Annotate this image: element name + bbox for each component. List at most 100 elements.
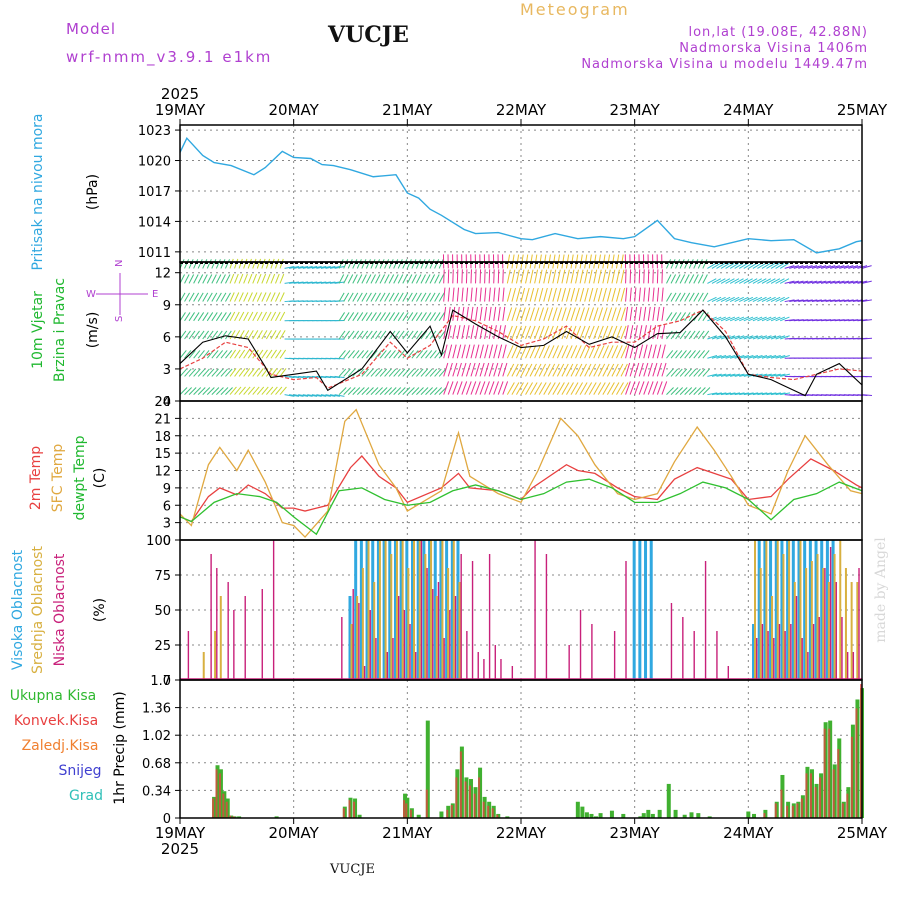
wind-arrow: [616, 382, 624, 395]
wind-arrow: [729, 262, 739, 269]
wind-arrow: [220, 292, 227, 302]
wind-arrow: [707, 373, 718, 377]
wind-arrow: [275, 273, 280, 284]
wind-arrow: [716, 296, 726, 303]
wind-arrow: [443, 287, 446, 302]
wind-arrow: [611, 307, 617, 321]
wind-arrow: [188, 292, 195, 302]
cloud-bar-mid_cloud: [799, 540, 802, 680]
wind-arrow: [493, 287, 496, 302]
precip-bar-conv: [353, 801, 356, 818]
wind-arrow: [679, 368, 688, 377]
compass-e: E: [152, 289, 158, 300]
wind-arrow: [502, 362, 508, 377]
wind-arrow: [775, 296, 785, 303]
wind-arrow: [748, 316, 758, 322]
wind-arrow: [606, 287, 612, 302]
ytick-label-pressure: 1017: [138, 185, 171, 200]
wind-arrow: [661, 306, 665, 321]
wind-arrow: [743, 262, 753, 269]
wind-arrow: [834, 319, 845, 322]
precip-legend-item: Snijeg: [58, 763, 101, 779]
wind-arrow: [520, 269, 525, 284]
wind-arrow: [821, 319, 832, 322]
wind-arrow: [225, 387, 233, 395]
wind-arrow: [352, 274, 358, 284]
wind-arrow: [748, 335, 758, 340]
wind-arrow: [611, 287, 617, 302]
wind-arrow: [588, 325, 595, 340]
wind-arrow: [593, 363, 601, 377]
wind-arrow: [252, 368, 260, 377]
wind-arrow: [770, 354, 781, 359]
cloud-bar-low_cloud: [778, 624, 781, 680]
wind-arrow: [661, 362, 667, 377]
wind-arrow: [752, 335, 763, 340]
wind-arrow: [475, 344, 480, 359]
wind-arrow: [361, 387, 370, 395]
precip-bar-conv: [229, 815, 232, 818]
cloud-bar-low_cloud: [545, 554, 548, 680]
wind-arrow: [270, 311, 277, 322]
cloud-bar-low_cloud: [403, 610, 406, 680]
wind-arrow: [702, 368, 710, 377]
wind-arrow: [534, 325, 541, 340]
precip-ylabel: 1hr Precip (mm): [112, 691, 128, 804]
wind-arrow: [793, 299, 804, 303]
wind-arrow: [352, 350, 360, 359]
wind-arrow: [525, 345, 532, 359]
wind-arrow: [538, 287, 544, 302]
wind-arrow: [511, 382, 520, 395]
wind-arrow: [520, 307, 526, 321]
ytick-label-temperature: 18: [154, 430, 171, 445]
wind-arrow: [316, 281, 327, 284]
precip-bar-total: [575, 801, 580, 818]
wind-arrow: [702, 274, 708, 284]
wind-arrow: [830, 265, 840, 269]
wind-arrow: [730, 373, 741, 377]
wind-arrow: [675, 292, 682, 302]
wind-arrow: [693, 330, 701, 340]
model-elevation-label: Nadmorska Visina u modelu 1449.47m: [581, 57, 868, 72]
temp-unit: (C): [92, 468, 108, 489]
wind-arrow: [602, 287, 607, 302]
wind-arrow: [789, 280, 800, 284]
wind-arrow: [830, 299, 841, 303]
wind-arrow: [366, 330, 373, 340]
wind-arrow: [461, 325, 466, 340]
precip-bar-total: [666, 783, 671, 818]
wind-arrow: [393, 350, 401, 359]
wind-arrow: [379, 368, 388, 377]
wind-arrow: [770, 335, 781, 340]
wind-arrow: [739, 316, 749, 322]
cloud-bar-high_cloud: [371, 540, 375, 680]
wind-arrow: [352, 387, 361, 395]
compass-w: W: [86, 289, 96, 300]
wind-arrow: [547, 287, 553, 302]
wind-arrow: [625, 381, 631, 395]
wind-arrow: [688, 330, 696, 340]
cloud-bar-low_cloud: [693, 631, 695, 680]
wind-arrow: [575, 363, 583, 377]
wind-arrow: [766, 354, 777, 359]
wind-arrow: [229, 292, 235, 302]
wind-arrow: [447, 381, 454, 395]
cloud-bar-high_cloud: [769, 540, 773, 680]
precip-bar-conv: [348, 800, 351, 818]
wind-arrow: [734, 373, 745, 377]
wind-arrow: [452, 287, 455, 302]
wind-arrow: [647, 344, 653, 359]
wind-arrow: [284, 375, 295, 379]
wind-arrow: [707, 354, 718, 359]
wind-arrow: [225, 330, 232, 340]
wind-arrow: [752, 354, 763, 359]
wind-arrow: [616, 325, 622, 340]
wind-arrow: [370, 350, 378, 359]
wind-arrow: [852, 280, 863, 284]
wind-arrow: [702, 330, 710, 340]
cloud-bar-high_cloud: [376, 540, 380, 680]
ytick-label-temperature: 24: [154, 395, 171, 410]
wind-arrow: [279, 311, 286, 322]
precip-legend-item: Zaledj.Kisa: [22, 738, 99, 754]
wind-arrow: [802, 280, 813, 284]
